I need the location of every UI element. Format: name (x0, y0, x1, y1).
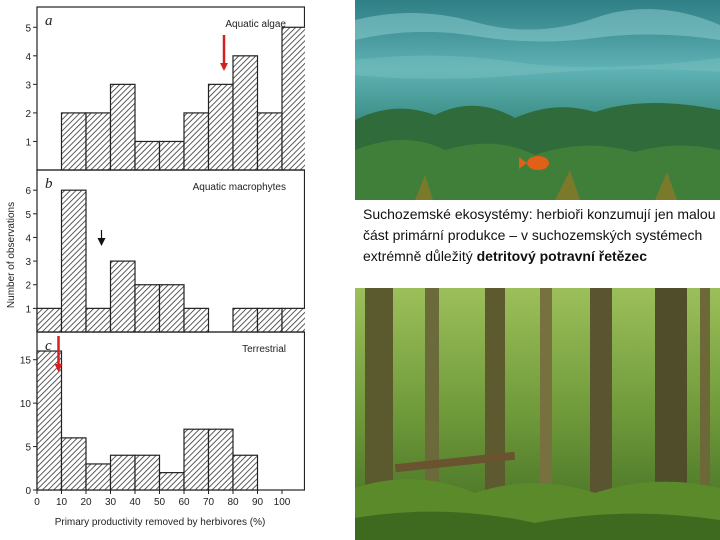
x-axis-label: Primary productivity removed by herbivor… (55, 517, 266, 528)
y-axis-label: Number of observations (6, 202, 17, 308)
arrow-head (54, 364, 63, 372)
bar (60, 437, 87, 491)
x-tick-label: 70 (203, 497, 215, 508)
bar (134, 140, 161, 171)
herbivory-histogram-figure: 1 2 3 4 5 a Aquatic algae 1 2 3 4 5 6 b Aquatic macrop… (0, 0, 305, 540)
x-tick-label: 10 (56, 497, 68, 508)
caption-box: Suchozemské ekosystémy: herbioři konzumu… (355, 200, 720, 292)
bar (109, 260, 136, 333)
bar (207, 83, 234, 171)
y-tick-label: 5 (25, 210, 31, 221)
bar (36, 350, 63, 491)
bar (158, 472, 185, 491)
panel-title: Aquatic algae (225, 19, 286, 30)
bar (60, 112, 87, 171)
y-tick-label: 1 (25, 304, 31, 315)
y-tick-label: 0 (25, 486, 31, 497)
y-tick-label: 10 (20, 399, 32, 410)
y-tick-label: 4 (25, 233, 31, 244)
caption-text: Suchozemské ekosystémy: herbioři konzumu… (363, 206, 716, 264)
bar (183, 307, 210, 333)
bar (232, 55, 259, 171)
bar (85, 112, 112, 171)
y-tick-label: 5 (25, 23, 31, 34)
x-tick-label: 80 (227, 497, 239, 508)
bar (207, 428, 234, 491)
bar (281, 307, 305, 333)
bar (36, 307, 63, 333)
y-tick-label: 2 (25, 281, 31, 292)
y-tick-label: 3 (25, 80, 31, 91)
arrow-head (97, 238, 106, 246)
y-tick-label: 3 (25, 257, 31, 268)
bar (256, 307, 283, 333)
x-tick-label: 50 (154, 497, 166, 508)
forest-photo (355, 288, 720, 540)
y-tick-label: 4 (25, 52, 31, 63)
x-tick-label: 30 (105, 497, 117, 508)
bar (134, 454, 161, 491)
arrow-head (220, 63, 228, 71)
histogram-svg: 1 2 3 4 5 a Aquatic algae 1 2 3 4 5 6 b Aquatic macrop… (6, 6, 305, 528)
bar (256, 112, 283, 171)
x-tick-label: 60 (178, 497, 190, 508)
bar (109, 454, 136, 491)
bar (158, 284, 185, 333)
panel-letter: b (45, 176, 53, 192)
bar (232, 454, 259, 491)
y-tick-label: 6 (25, 186, 31, 197)
x-tick-label: 0 (34, 497, 40, 508)
bar (60, 189, 87, 333)
panel-title: Aquatic macrophytes (193, 182, 286, 193)
panel-title: Terrestrial (242, 344, 286, 355)
bar (85, 463, 112, 491)
panel-c: 0 5 10 15 c Terrestrial 0 10 20 30 40 50 60 70 80 90 100 (20, 331, 305, 508)
fish-icon (527, 156, 549, 170)
panel-a: 1 2 3 4 5 a Aquatic algae (25, 6, 305, 171)
caption-bold-term: detritový potravní řetězec (476, 248, 647, 264)
bar (158, 140, 185, 171)
underwater-photo (355, 0, 720, 200)
y-tick-label: 5 (25, 443, 31, 454)
panel-letter: c (45, 338, 52, 354)
y-tick-label: 15 (20, 356, 32, 367)
y-tick-label: 2 (25, 109, 31, 120)
bar (232, 307, 259, 333)
x-tick-label: 20 (80, 497, 92, 508)
panel-b: 1 2 3 4 5 6 b Aquatic macrophytes (25, 169, 305, 333)
x-tick-label: 100 (274, 497, 291, 508)
x-tick-label: 40 (129, 497, 141, 508)
bar (134, 284, 161, 333)
bar (183, 112, 210, 171)
x-tick-label: 90 (252, 497, 264, 508)
y-tick-label: 1 (25, 137, 31, 148)
bar (85, 307, 112, 333)
bar (183, 428, 210, 491)
bar (281, 26, 305, 171)
bar (109, 83, 136, 171)
panel-letter: a (45, 13, 53, 29)
